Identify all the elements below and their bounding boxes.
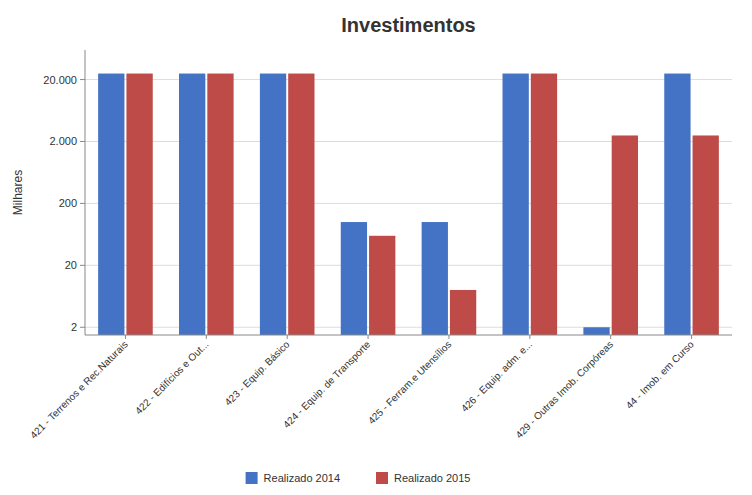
x-tick — [448, 335, 449, 339]
y-tick — [80, 79, 85, 80]
chart-svg: Investimentos Milhares 2 20 200 2.000 20.000 42… — [0, 0, 752, 495]
y-axis-line — [85, 50, 86, 335]
bar — [664, 74, 690, 335]
bar — [288, 74, 314, 335]
x-tick-label: 423 - Equip. Básico — [223, 338, 292, 407]
bar — [207, 74, 233, 335]
y-tick — [80, 141, 85, 142]
x-axis-line — [85, 335, 732, 336]
y-tick-label: 20.000 — [43, 74, 77, 86]
legend-swatch — [376, 472, 388, 484]
legend-label: Realizado 2014 — [264, 472, 340, 484]
x-tick-label: 422 - Edifícios e Out... — [133, 339, 211, 417]
y-tick-label: 2 — [71, 321, 77, 333]
x-tick-label: 421 - Terrenos e Rec.Naturais — [28, 339, 130, 441]
bar — [179, 74, 205, 335]
bar — [450, 290, 476, 335]
x-tick — [529, 335, 530, 339]
bars — [98, 74, 719, 335]
y-ticks: 2 20 200 2.000 20.000 — [43, 74, 85, 334]
x-tick — [287, 335, 288, 339]
bar — [531, 74, 557, 335]
y-tick — [80, 203, 85, 204]
bar — [369, 236, 395, 335]
bar — [612, 135, 638, 335]
legend-swatch — [246, 472, 258, 484]
legend-label: Realizado 2015 — [394, 472, 470, 484]
bar — [98, 74, 124, 335]
x-tick — [691, 335, 692, 339]
bar — [260, 74, 286, 335]
y-tick — [80, 327, 85, 328]
bar — [422, 222, 448, 335]
x-tick — [125, 335, 126, 339]
y-tick-label: 20 — [65, 259, 77, 271]
x-tick — [206, 335, 207, 339]
x-tick-label: 426 - Equip. adm. e... — [459, 339, 534, 414]
chart-container: Investimentos Milhares 2 20 200 2.000 20.000 42… — [0, 0, 752, 495]
chart-title: Investimentos — [341, 14, 475, 36]
x-tick — [368, 335, 369, 339]
y-tick-label: 200 — [59, 197, 77, 209]
legend: Realizado 2014 Realizado 2015 — [246, 472, 471, 484]
x-tick — [610, 335, 611, 339]
y-tick — [80, 265, 85, 266]
bar — [583, 327, 609, 335]
x-tick-label: 425 - Ferram.e Utensílios — [366, 339, 454, 427]
y-axis-label: Milhares — [11, 170, 25, 215]
bar — [693, 135, 719, 335]
x-tick-label: 429 - Outras Imob. Corpóreas — [513, 339, 615, 441]
x-tick-label: 44 - Imob. em Curso — [624, 338, 697, 411]
x-tick-label: 424 - Equip. de Transporte — [281, 338, 373, 430]
bar — [341, 222, 367, 335]
bar — [503, 74, 529, 335]
bar — [126, 74, 152, 335]
y-tick-label: 2.000 — [49, 135, 77, 147]
x-ticks: 421 - Terrenos e Rec.Naturais422 - Edifí… — [28, 335, 696, 441]
